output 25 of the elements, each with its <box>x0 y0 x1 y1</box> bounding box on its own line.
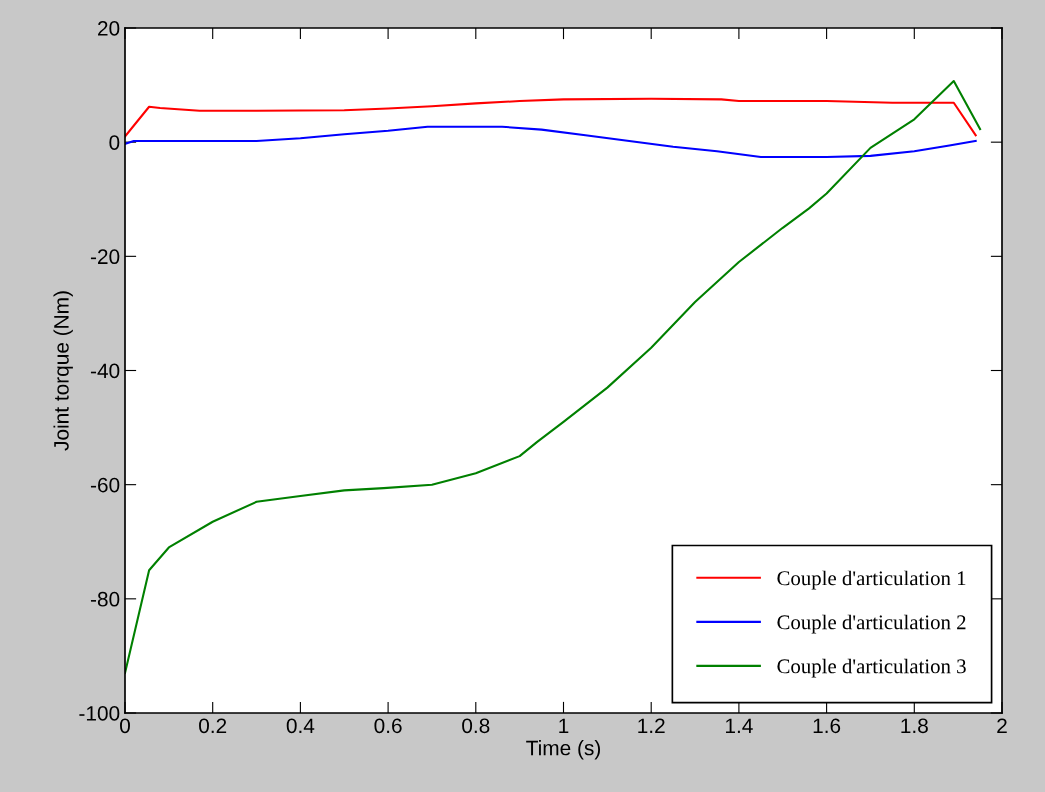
x-axis-title: Time (s) <box>526 740 601 760</box>
y-tick-label: -100 <box>79 706 120 721</box>
x-tick-label: 0.4 <box>286 718 315 734</box>
x-tick-label: 0 <box>120 718 130 734</box>
y-tick-label: -60 <box>90 477 120 493</box>
x-tick-label: 1.6 <box>813 718 841 734</box>
x-tick-label: 0.8 <box>462 718 490 734</box>
x-tick-label: 2 <box>997 718 1007 733</box>
x-tick-label: 1.4 <box>726 718 753 733</box>
line-series <box>125 125 977 159</box>
x-tick-label: 0.2 <box>199 718 227 734</box>
y-tick-label: -80 <box>90 591 120 607</box>
x-tick-label: 0.6 <box>374 718 402 734</box>
line-series <box>125 97 977 138</box>
y-axis-title: Joint torque (Nm) <box>53 291 73 451</box>
x-tick-label: 1.2 <box>638 718 665 733</box>
y-tick-label: -40 <box>90 363 120 379</box>
x-tick-label: 1 <box>559 718 569 733</box>
x-tick-label: 1.8 <box>901 718 928 734</box>
legend-label: Couple d'articulation 3 <box>777 658 966 678</box>
legend-label: Couple d'articulation 1 <box>777 570 966 590</box>
y-tick-label: 0 <box>109 135 120 150</box>
legend-label: Couple d'articulation 2 <box>777 614 966 634</box>
y-tick-label: -20 <box>90 249 120 265</box>
y-tick-label: 20 <box>98 21 120 36</box>
